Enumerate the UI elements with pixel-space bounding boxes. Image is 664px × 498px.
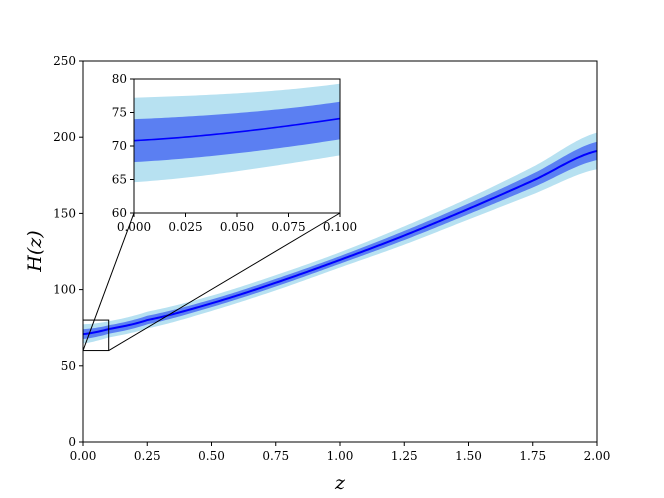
inset-mean-line (134, 117, 340, 142)
inset-x-tick-label-0: 0.000 (117, 220, 151, 234)
inset-x-tick-label-2: 0.050 (220, 220, 254, 234)
inset-y-tick-label-2: 70 (112, 139, 127, 153)
inset-y-tick-label-3: 75 (112, 106, 127, 120)
main-y-tick-label-0: 0 (68, 435, 76, 449)
main-y-tick-label-2: 100 (53, 283, 76, 297)
main-x-tick-label-1: 0.25 (134, 449, 161, 463)
inset-x-tick-label-4: 0.100 (323, 220, 357, 234)
main-y-tick-label-5: 250 (53, 54, 76, 68)
inset-y-ticks: 60 65 70 75 80 (112, 72, 134, 220)
inset-plot-area (134, 83, 340, 183)
inset-x-tick-label-3: 0.075 (271, 220, 305, 234)
main-y-ticks: 0 50 100 150 200 250 (53, 54, 83, 449)
main-x-tick-label-7: 1.75 (519, 449, 546, 463)
main-y-tick-label-1: 50 (61, 359, 76, 373)
main-x-tick-label-6: 1.50 (455, 449, 482, 463)
main-y-tick-label-4: 200 (53, 130, 76, 144)
main-x-tick-label-3: 0.75 (262, 449, 289, 463)
main-y-tick-label-3: 150 (53, 206, 76, 220)
y-axis-label: H(z) (24, 230, 46, 272)
zoom-region-box (82, 319, 110, 352)
inset-x-ticks: 0.000 0.025 0.050 0.075 0.100 (117, 213, 357, 234)
inset-y-tick-label-4: 80 (112, 72, 127, 86)
main-x-tick-label-4: 1.00 (327, 449, 354, 463)
inset-y-tick-label-0: 60 (112, 206, 127, 220)
zoom-connector-right (108, 212, 341, 351)
main-x-ticks: 0.00 0.25 0.50 0.75 1.00 1.25 1.50 1.75 2.00 (70, 442, 611, 463)
main-x-tick-label-5: 1.25 (391, 449, 418, 463)
inset-x-tick-label-1: 0.025 (168, 220, 202, 234)
main-x-tick-label-2: 0.50 (198, 449, 225, 463)
main-x-tick-label-0: 0.00 (70, 449, 97, 463)
inset-y-tick-label-1: 65 (112, 173, 127, 187)
x-axis-label: z (334, 472, 346, 494)
main-x-tick-label-8: 2.00 (584, 449, 611, 463)
zoom-connector-left (82, 212, 135, 351)
